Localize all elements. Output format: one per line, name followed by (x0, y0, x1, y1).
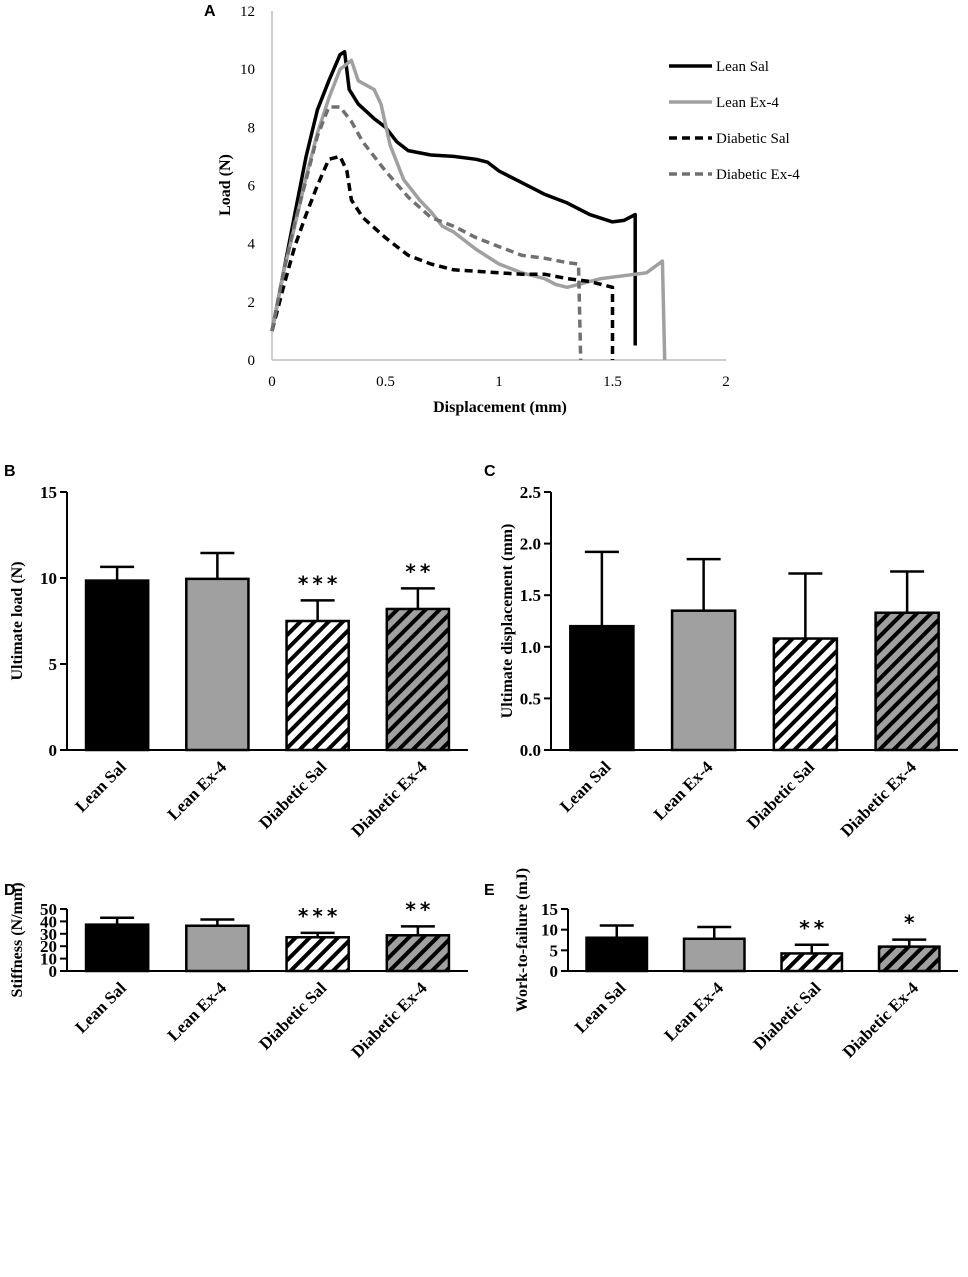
panel-c: C 0.0 0.5 1.0 1.5 2.0 2.5 Ultimate displacement… (484, 463, 958, 841)
legend-label: Diabetic Ex-4 (716, 167, 800, 183)
y-tick-label: 10 (541, 921, 558, 940)
bar-lean-sal (569, 624, 635, 752)
bar-diabetic-sal (780, 952, 844, 973)
y-tick-label: 10 (40, 569, 57, 588)
y-tick-label: 4 (248, 237, 256, 253)
y-tick-label: 40 (40, 912, 57, 931)
bar-lean-ex-4 (185, 924, 250, 973)
y-tick-label: 0 (248, 353, 256, 369)
y-tick-label: 0 (49, 741, 58, 760)
x-tick-label: Diabetic Sal (749, 978, 824, 1053)
series-line-lean-sal (270, 49, 637, 346)
bar-lean-ex-4 (682, 937, 746, 973)
bar-diabetic-sal (285, 936, 350, 973)
x-tick-label: Lean Sal (71, 978, 130, 1037)
x-tick-label: Lean Ex-4 (650, 757, 717, 824)
y-tick-label: 5 (550, 941, 559, 960)
x-tick-label: Diabetic Ex-4 (347, 978, 431, 1062)
bar-diabetic-ex-4 (877, 945, 941, 973)
panel-letter-e: E (484, 882, 495, 899)
y-tick-label: 15 (541, 900, 558, 919)
x-tick-label: Diabetic Ex-4 (347, 757, 431, 841)
significance-marker: ** (405, 897, 434, 921)
series-line-diabetic-sal (270, 154, 615, 360)
x-tick-label: Lean Ex-4 (661, 978, 728, 1045)
panel-letter-d: D (4, 882, 16, 899)
x-tick-label: Diabetic Ex-4 (839, 978, 923, 1062)
y-tick-label: 10 (40, 950, 57, 969)
significance-marker: ** (799, 916, 828, 940)
significance-marker: *** (298, 904, 341, 928)
y-tick-label: 10 (240, 62, 255, 78)
significance-marker: ** (405, 559, 434, 583)
y-tick-label: 2 (248, 295, 256, 311)
series-line-lean-ex-4 (270, 58, 667, 361)
x-axis-title: Displacement (mm) (433, 399, 567, 416)
x-tick-label: 0.5 (376, 374, 395, 390)
x-tick-label: 1 (495, 374, 503, 390)
x-tick-label: Diabetic Sal (255, 978, 330, 1053)
y-tick-label: 0.5 (520, 689, 541, 708)
y-axis-title: Ultimate displacement (mm) (499, 524, 516, 719)
y-tick-label: 30 (40, 925, 57, 944)
series-line-diabetic-ex-4 (270, 105, 583, 361)
legend-label: Lean Ex-4 (716, 95, 779, 111)
x-tick-label: 0 (268, 374, 276, 390)
x-tick-label: Diabetic Sal (743, 757, 818, 832)
x-tick-label: Diabetic Sal (255, 757, 330, 832)
y-axis-title: Ultimate load (N) (9, 561, 26, 680)
y-tick-label: 6 (248, 179, 256, 195)
y-tick-label: 2.5 (520, 483, 541, 502)
bar-lean-ex-4 (185, 577, 250, 752)
y-tick-label: 1.0 (520, 638, 541, 657)
y-tick-label: 0 (550, 962, 559, 981)
panel-a: A 0 2 4 6 8 10 12 0 0.5 1 1.5 2 Displacement (mm) Load… (204, 3, 800, 416)
x-tick-label: 1.5 (603, 374, 622, 390)
y-axis-title: Load (N) (217, 154, 234, 216)
panel-letter-b: B (4, 463, 16, 480)
panel-letter-c: C (484, 463, 496, 480)
significance-marker: * (904, 911, 918, 935)
x-tick-label: Diabetic Ex-4 (837, 757, 921, 841)
y-axis-title: Work-to-failure (mJ) (514, 868, 531, 1012)
x-tick-label: 2 (722, 374, 730, 390)
y-tick-label: 5 (49, 655, 58, 674)
y-axis-title: Stiffness (N/mm) (9, 882, 26, 997)
bar-lean-sal (585, 936, 649, 973)
panels-group: A 0 2 4 6 8 10 12 0 0.5 1 1.5 2 Displacement (mm) Load… (4, 3, 958, 1062)
y-tick-label: 15 (40, 483, 57, 502)
panel-b: B 0 5 10 15 Ultimate load (N) Lean Sal Lean Ex-… (4, 463, 468, 841)
y-tick-label: 2.0 (520, 535, 541, 554)
bar-lean-sal (84, 579, 150, 752)
y-tick-label: 0.0 (520, 741, 541, 760)
bar-lean-sal (84, 923, 150, 973)
significance-marker: *** (298, 571, 341, 595)
x-tick-label: Lean Sal (556, 757, 615, 816)
y-tick-label: 50 (40, 900, 57, 919)
y-tick-label: 1.5 (520, 586, 541, 605)
bar-diabetic-ex-4 (385, 607, 451, 752)
y-tick-label: 0 (49, 962, 58, 981)
x-tick-label: Lean Sal (571, 978, 630, 1037)
x-tick-label: Lean Sal (71, 757, 130, 816)
x-tick-label: Lean Ex-4 (164, 757, 231, 824)
y-tick-label: 12 (240, 4, 255, 20)
y-tick-label: 20 (40, 937, 57, 956)
bar-diabetic-ex-4 (874, 611, 940, 752)
bar-diabetic-sal (285, 619, 350, 752)
legend-label: Diabetic Sal (716, 131, 790, 147)
y-tick-label: 8 (248, 120, 256, 136)
bar-diabetic-sal (772, 637, 839, 752)
legend-label: Lean Sal (716, 59, 769, 75)
x-tick-label: Lean Ex-4 (164, 978, 231, 1045)
panel-e: E 0 510 15 Work-to-failure (mJ) Lean Sal Lean … (484, 868, 958, 1062)
bar-diabetic-ex-4 (385, 934, 451, 973)
bar-lean-ex-4 (670, 609, 737, 752)
panel-letter-a: A (204, 3, 216, 20)
